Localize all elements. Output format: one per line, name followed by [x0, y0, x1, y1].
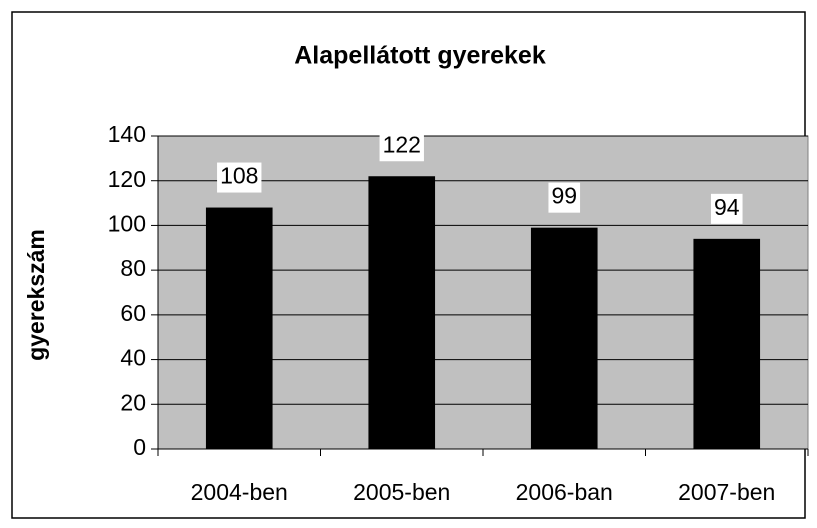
chart-title: Alapellátott gyerekek	[294, 42, 546, 70]
data-label: 108	[220, 163, 258, 189]
y-tick-label: 60	[120, 300, 146, 326]
data-label: 122	[383, 131, 421, 157]
y-tick-label: 120	[108, 166, 146, 192]
bar	[530, 227, 598, 449]
y-tick-label: 100	[108, 211, 146, 237]
y-tick-label: 140	[108, 121, 146, 147]
data-label-background	[710, 193, 743, 224]
x-tick-label: 2006-ban	[516, 479, 613, 505]
y-tick-label: 20	[120, 389, 146, 415]
y-tick-label: 0	[133, 434, 146, 460]
x-tick-label: 2004-ben	[191, 479, 288, 505]
bar	[205, 207, 273, 449]
y-tick-label: 40	[120, 345, 146, 371]
data-label-background	[379, 131, 424, 162]
data-label: 94	[714, 194, 740, 220]
data-label-background	[217, 162, 262, 193]
y-tick-label: 80	[120, 255, 146, 281]
data-label: 99	[551, 183, 577, 209]
x-tick-label: 2005-ben	[353, 479, 450, 505]
bar	[368, 176, 436, 449]
data-label-background	[548, 182, 581, 213]
x-tick-label: 2007-ben	[678, 479, 775, 505]
bar	[693, 238, 761, 449]
y-axis-label: gyerekszám	[23, 229, 49, 361]
